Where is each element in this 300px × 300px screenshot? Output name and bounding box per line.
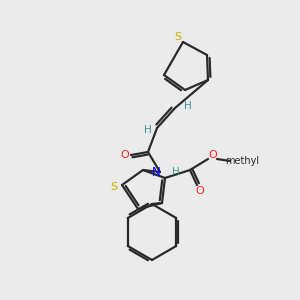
Text: H: H [184, 101, 192, 111]
Text: O: O [121, 150, 129, 160]
Text: H: H [144, 125, 152, 135]
Text: H: H [172, 167, 180, 177]
Text: O: O [208, 150, 217, 160]
Text: S: S [174, 32, 182, 42]
Text: S: S [110, 182, 118, 192]
Text: O: O [196, 186, 204, 196]
Text: methyl: methyl [225, 156, 259, 166]
Text: N: N [152, 166, 160, 178]
